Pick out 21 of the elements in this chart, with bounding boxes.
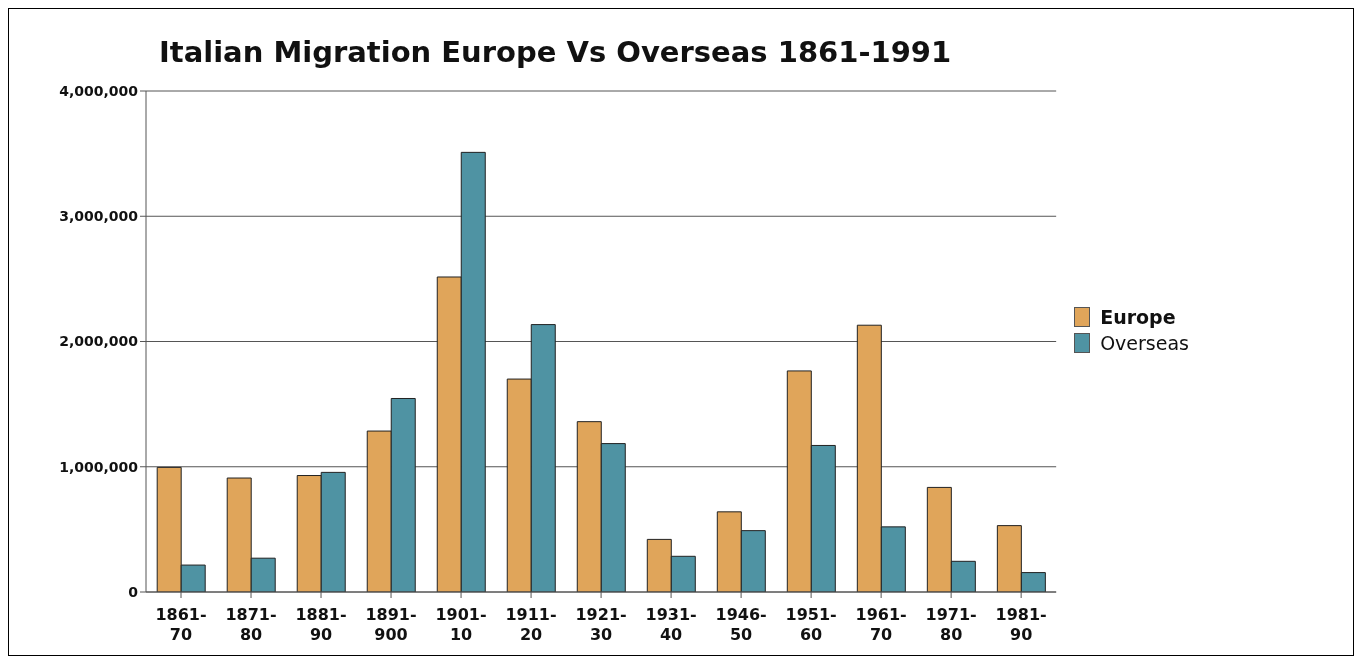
x-tick-label: 1981-90 — [995, 605, 1047, 644]
x-tick-label: 1881-90 — [295, 605, 347, 644]
x-tick-label: 1971-80 — [925, 605, 977, 644]
x-tick-label: 1951-60 — [785, 605, 837, 644]
x-tick-label: 1921-30 — [575, 605, 627, 644]
y-tick-label: 1,000,000 — [59, 458, 139, 475]
x-tick-label: 1891-900 — [365, 605, 417, 644]
x-tick-label: 1961-70 — [855, 605, 907, 644]
y-tick-label: 2,000,000 — [59, 333, 139, 350]
x-tick-label: 1931-40 — [645, 605, 697, 644]
chart-title: Italian Migration Europe Vs Overseas 1861-1991 — [159, 35, 952, 69]
y-tick-label: 0 — [128, 583, 139, 600]
legend-label: Europe — [1100, 306, 1176, 328]
y-tick-label: 3,000,000 — [59, 208, 139, 225]
y-tick-label: 4,000,000 — [59, 82, 139, 99]
x-tick-label: 1911-20 — [505, 605, 557, 644]
x-tick-label: 1946-50 — [715, 605, 767, 644]
x-tick-label: 1861-70 — [155, 605, 207, 644]
legend-label: Overseas — [1100, 332, 1189, 354]
x-tick-label: 1901-10 — [435, 605, 487, 644]
x-tick-label: 1871-80 — [225, 605, 277, 644]
